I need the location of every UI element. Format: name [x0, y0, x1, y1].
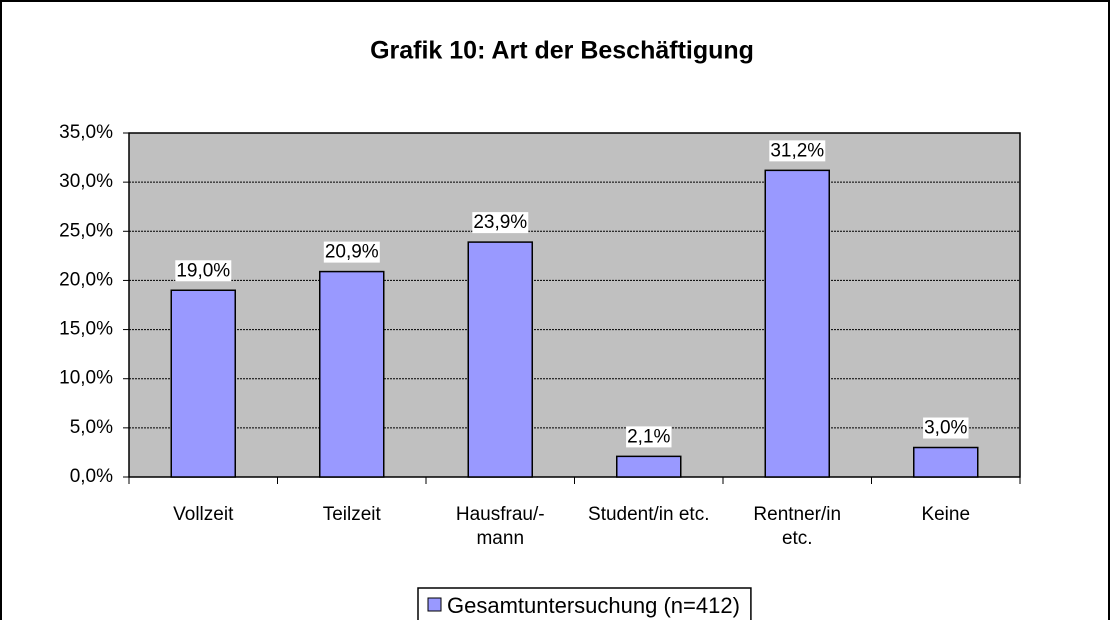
y-tick-label: 20,0%	[59, 269, 113, 290]
y-tick-label: 35,0%	[59, 122, 113, 143]
legend-label: Gesamtuntersuchung (n=412)	[447, 593, 740, 618]
x-tick-label: Keine	[921, 504, 971, 525]
y-tick-label: 30,0%	[59, 171, 113, 192]
y-tick-label: 0,0%	[70, 466, 113, 487]
value-label: 19,0%	[176, 260, 230, 281]
legend-swatch	[427, 597, 442, 612]
bar	[764, 169, 830, 478]
y-tick-label: 5,0%	[70, 417, 113, 438]
bar	[319, 270, 385, 478]
value-label: 2,1%	[627, 426, 670, 447]
bar	[467, 241, 533, 478]
bar	[913, 446, 979, 478]
x-tick-label: Rentner/in etc.	[753, 504, 842, 549]
legend-box	[417, 587, 752, 620]
value-label-bg	[472, 212, 529, 234]
y-tick-label: 15,0%	[59, 319, 113, 340]
value-label-bg	[923, 417, 969, 439]
x-tick-label: Hausfrau/- mann	[455, 504, 545, 549]
value-label: 3,0%	[924, 418, 967, 439]
bar	[616, 455, 682, 478]
y-tick-label: 10,0%	[59, 368, 113, 389]
x-tick-label: Vollzeit	[173, 504, 234, 525]
plot-area	[129, 133, 1020, 477]
value-label-bg	[175, 260, 232, 282]
x-tick-label: Teilzeit	[322, 504, 381, 525]
chart-title: Grafik 10: Art der Beschäftigung	[370, 37, 754, 65]
value-label: 23,9%	[473, 212, 527, 233]
value-label-bg	[323, 241, 380, 263]
bar	[170, 289, 236, 478]
value-label: 31,2%	[770, 140, 824, 161]
x-tick-label: Student/in etc.	[588, 504, 710, 525]
value-label-bg	[626, 426, 672, 448]
value-label: 20,9%	[325, 242, 379, 263]
y-tick-label: 25,0%	[59, 220, 113, 241]
value-label-bg	[769, 140, 826, 162]
